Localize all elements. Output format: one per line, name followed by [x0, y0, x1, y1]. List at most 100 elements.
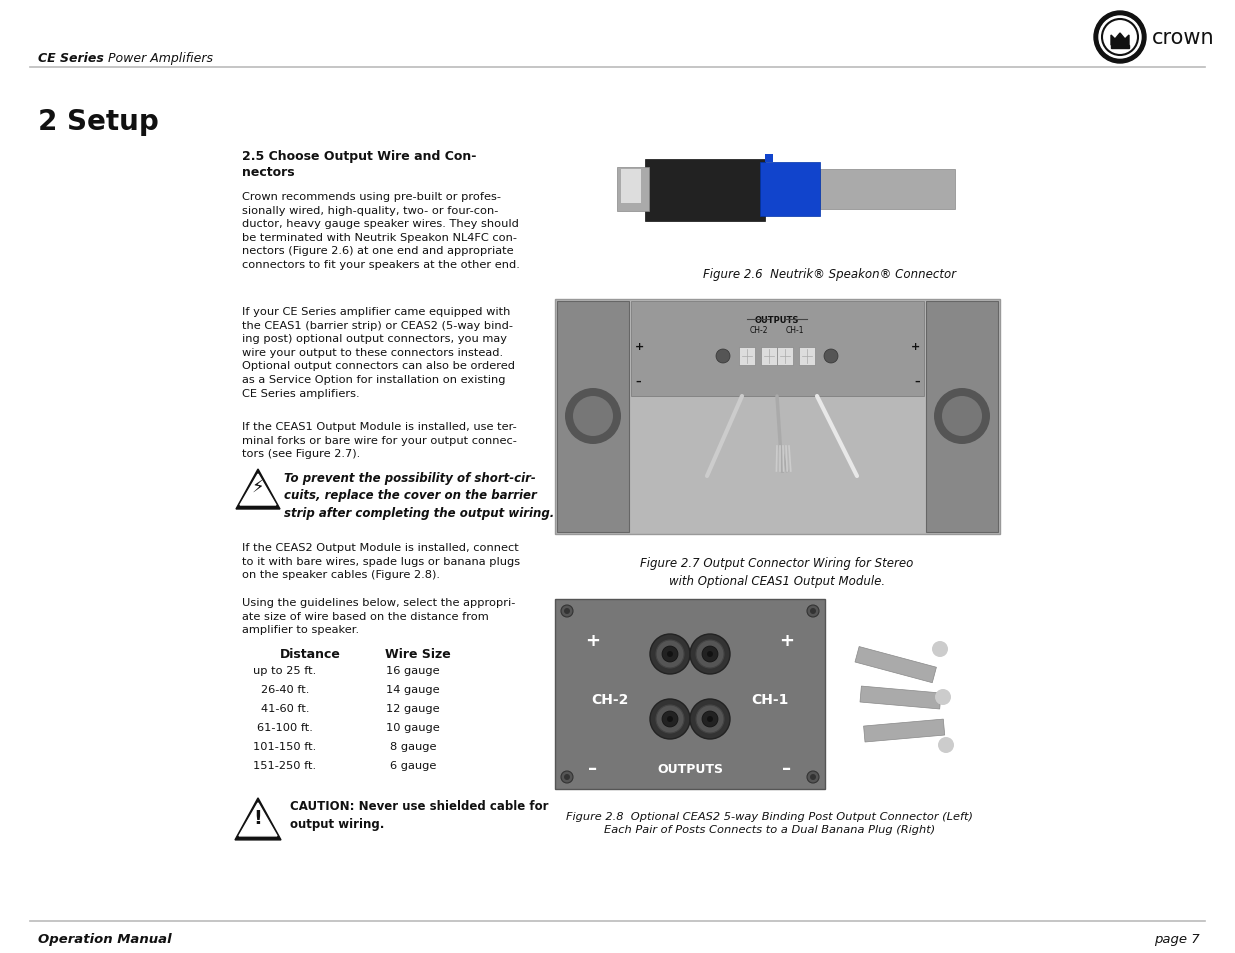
Text: Crown recommends using pre-built or profes-
sionally wired, high-quality, two- o: Crown recommends using pre-built or prof… — [242, 192, 520, 270]
Bar — [863, 720, 945, 742]
Circle shape — [957, 412, 967, 421]
Circle shape — [942, 396, 982, 436]
Circle shape — [667, 717, 673, 722]
Text: –: – — [914, 376, 920, 387]
Polygon shape — [236, 470, 280, 510]
Circle shape — [662, 711, 678, 727]
Text: +: + — [635, 341, 645, 352]
Text: OUTPUTS: OUTPUTS — [755, 315, 799, 325]
Bar — [855, 647, 936, 683]
Bar — [926, 302, 998, 533]
Circle shape — [564, 608, 571, 615]
Text: CH-2: CH-2 — [592, 692, 629, 706]
Text: 12 gauge: 12 gauge — [387, 703, 440, 713]
Polygon shape — [240, 803, 277, 836]
Bar — [761, 348, 777, 366]
Circle shape — [706, 717, 713, 722]
Text: 14 gauge: 14 gauge — [387, 684, 440, 695]
Polygon shape — [1112, 46, 1129, 49]
Text: Power Amplifiers: Power Amplifiers — [104, 52, 212, 65]
Text: –: – — [783, 760, 792, 778]
Text: +: + — [585, 631, 600, 649]
Circle shape — [939, 738, 953, 753]
Circle shape — [1094, 12, 1146, 64]
Circle shape — [564, 774, 571, 781]
Text: 2 Setup: 2 Setup — [38, 108, 159, 136]
Circle shape — [690, 635, 730, 675]
Polygon shape — [235, 798, 282, 840]
Text: 151-250 ft.: 151-250 ft. — [253, 760, 316, 770]
Text: 8 gauge: 8 gauge — [390, 741, 436, 751]
Circle shape — [561, 605, 573, 618]
Circle shape — [716, 350, 730, 364]
Text: Figure 2.8  Optional CEAS2 5-way Binding Post Output Connector (Left)
Each Pair : Figure 2.8 Optional CEAS2 5-way Binding … — [567, 811, 973, 834]
Text: +: + — [779, 631, 794, 649]
Text: CH-1: CH-1 — [785, 326, 804, 335]
Text: 26-40 ft.: 26-40 ft. — [261, 684, 309, 695]
Bar — [777, 348, 793, 366]
Bar — [555, 599, 825, 789]
Circle shape — [667, 651, 673, 658]
Text: Figure 2.7 Output Connector Wiring for Stereo
with Optional CEAS1 Output Module.: Figure 2.7 Output Connector Wiring for S… — [640, 557, 914, 587]
Text: 2.5 Choose Output Wire and Con-
nectors: 2.5 Choose Output Wire and Con- nectors — [242, 150, 477, 179]
Circle shape — [583, 407, 603, 427]
Circle shape — [561, 771, 573, 783]
Text: 6 gauge: 6 gauge — [390, 760, 436, 770]
Circle shape — [810, 774, 816, 781]
Bar — [621, 170, 641, 204]
Circle shape — [690, 700, 730, 740]
Text: CE Series: CE Series — [38, 52, 104, 65]
Bar — [555, 299, 1000, 535]
Polygon shape — [240, 475, 275, 505]
Text: Using the guidelines below, select the appropri-
ate size of wire based on the d: Using the guidelines below, select the a… — [242, 598, 515, 635]
Text: 101-150 ft.: 101-150 ft. — [253, 741, 316, 751]
Polygon shape — [1112, 34, 1129, 46]
Text: Operation Manual: Operation Manual — [38, 932, 172, 945]
Text: –: – — [635, 376, 641, 387]
Circle shape — [935, 689, 951, 705]
Circle shape — [934, 389, 990, 444]
Text: ⚡: ⚡ — [252, 478, 264, 497]
Circle shape — [824, 350, 839, 364]
Text: CH-2: CH-2 — [750, 326, 768, 335]
Circle shape — [573, 396, 613, 436]
Text: 61-100 ft.: 61-100 ft. — [257, 722, 312, 732]
Bar — [557, 302, 629, 533]
Circle shape — [650, 700, 690, 740]
Circle shape — [706, 651, 713, 658]
Circle shape — [697, 705, 724, 733]
Circle shape — [656, 705, 684, 733]
Text: +: + — [910, 341, 920, 352]
Text: CH-1: CH-1 — [751, 692, 789, 706]
Circle shape — [662, 646, 678, 662]
Circle shape — [810, 608, 816, 615]
Text: OUTPUTS: OUTPUTS — [657, 762, 722, 776]
Circle shape — [697, 640, 724, 668]
Text: up to 25 ft.: up to 25 ft. — [253, 665, 316, 676]
Text: If the CEAS1 Output Module is installed, use ter-
minal forks or bare wire for y: If the CEAS1 Output Module is installed,… — [242, 421, 517, 458]
Text: Distance: Distance — [280, 647, 341, 660]
Text: page 7: page 7 — [1155, 932, 1200, 945]
Text: If the CEAS2 Output Module is installed, connect
to it with bare wires, spade lu: If the CEAS2 Output Module is installed,… — [242, 542, 520, 579]
Text: !: ! — [253, 809, 262, 827]
Circle shape — [806, 605, 819, 618]
Bar — [645, 160, 764, 222]
Bar — [820, 170, 955, 210]
Bar — [739, 348, 755, 366]
Circle shape — [932, 641, 948, 658]
Text: 41-60 ft.: 41-60 ft. — [261, 703, 309, 713]
Circle shape — [1099, 17, 1141, 59]
Text: To prevent the possibility of short-cir-
cuits, replace the cover on the barrier: To prevent the possibility of short-cir-… — [284, 472, 555, 519]
Circle shape — [588, 412, 598, 421]
Bar — [760, 163, 820, 216]
Bar — [764, 154, 773, 163]
Text: 10 gauge: 10 gauge — [387, 722, 440, 732]
Circle shape — [952, 407, 972, 427]
Bar — [631, 302, 924, 396]
Circle shape — [701, 711, 718, 727]
Circle shape — [656, 640, 684, 668]
Bar — [860, 686, 941, 709]
Circle shape — [806, 771, 819, 783]
Text: 16 gauge: 16 gauge — [387, 665, 440, 676]
Text: Figure 2.6  Neutrik® Speakon® Connector: Figure 2.6 Neutrik® Speakon® Connector — [704, 268, 957, 281]
